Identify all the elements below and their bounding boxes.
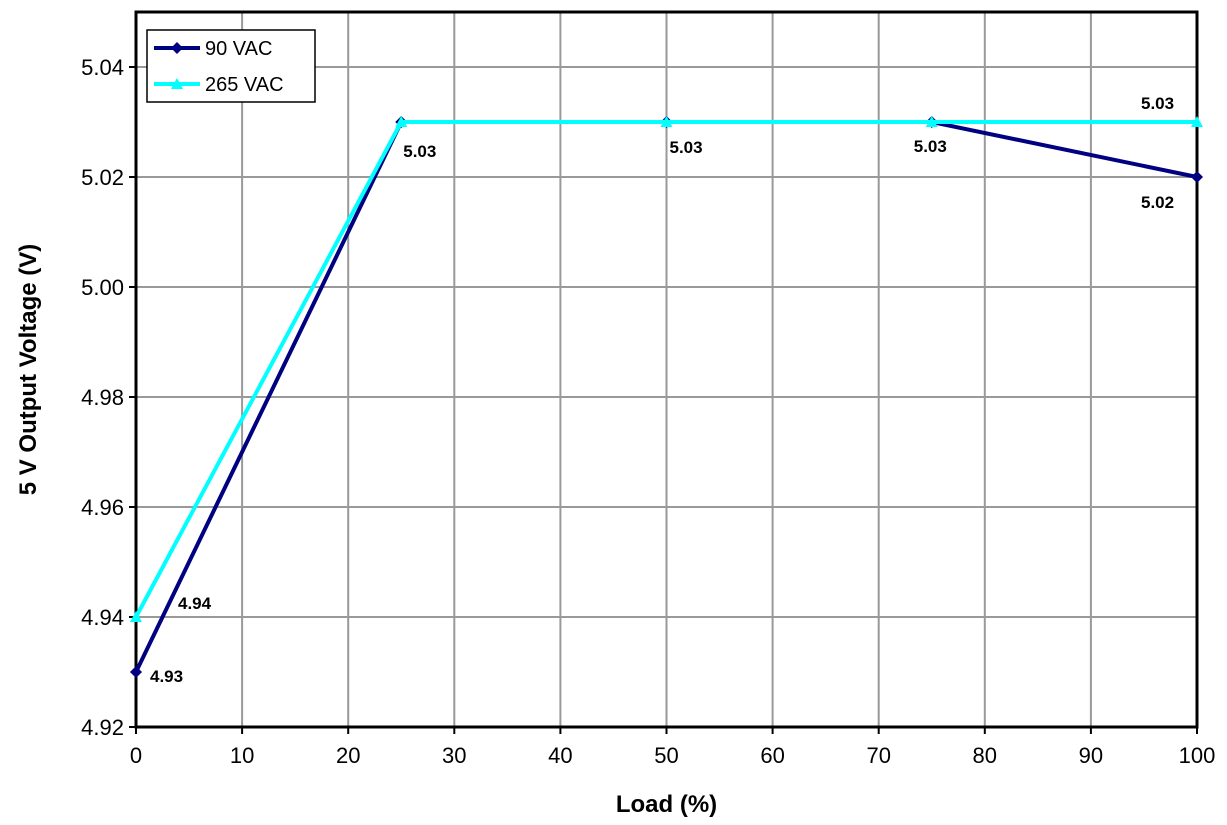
x-tick-label: 60 bbox=[760, 743, 784, 768]
x-tick-label: 20 bbox=[336, 743, 360, 768]
series-1 bbox=[130, 116, 1203, 622]
point-marker-diamond bbox=[171, 42, 183, 54]
y-tick-label: 4.98 bbox=[81, 385, 124, 410]
x-tick-label: 70 bbox=[866, 743, 890, 768]
y-tick-label: 4.96 bbox=[81, 495, 124, 520]
y-tick-label: 5.00 bbox=[81, 275, 124, 300]
legend-box bbox=[146, 29, 316, 103]
x-tick-label: 100 bbox=[1179, 743, 1216, 768]
y-axis-title: 5 V Output Voltage (V) bbox=[15, 244, 42, 496]
series bbox=[130, 116, 1203, 678]
x-tick-label: 30 bbox=[442, 743, 466, 768]
data-label: 5.03 bbox=[670, 138, 703, 157]
x-tick-label: 0 bbox=[130, 743, 142, 768]
point-marker-diamond bbox=[1191, 171, 1203, 183]
y-tick-label: 5.02 bbox=[81, 165, 124, 190]
point-marker-triangle bbox=[660, 116, 673, 127]
point-marker-triangle bbox=[395, 116, 408, 127]
x-tick-label: 10 bbox=[230, 743, 254, 768]
point-marker-triangle bbox=[925, 116, 938, 127]
data-label: 4.93 bbox=[150, 667, 183, 686]
point-marker-diamond bbox=[130, 666, 142, 678]
y-tick-label: 4.94 bbox=[81, 605, 124, 630]
x-tick-label: 90 bbox=[1079, 743, 1103, 768]
x-tick-label: 80 bbox=[973, 743, 997, 768]
legend-label: 265 VAC bbox=[205, 74, 284, 96]
data-label: 5.03 bbox=[403, 142, 436, 161]
x-axis-title: Load (%) bbox=[616, 791, 717, 818]
data-label: 5.03 bbox=[1141, 94, 1174, 113]
point-marker-triangle bbox=[171, 78, 183, 89]
x-tick-label: 40 bbox=[548, 743, 572, 768]
y-tick-label: 4.92 bbox=[81, 715, 124, 740]
data-label: 5.03 bbox=[914, 137, 947, 156]
legend-label: 90 VAC bbox=[205, 38, 272, 60]
data-label: 5.02 bbox=[1141, 193, 1174, 212]
point-marker-triangle bbox=[1191, 116, 1203, 127]
x-tick-label: 50 bbox=[654, 743, 678, 768]
legend: 90 VAC 265 VAC bbox=[146, 29, 316, 103]
y-tick-label: 5.04 bbox=[81, 55, 124, 80]
point-marker-triangle bbox=[130, 611, 142, 622]
data-label: 4.94 bbox=[178, 594, 212, 613]
axes: 0 10 20 30 40 50 60 70 80 90 100 4.92 4.94 4.96 4.98 5.… bbox=[81, 10, 1216, 768]
data-labels: 4.93 5.03 5.03 5.03 5.02 4.94 5.03 bbox=[150, 94, 1174, 686]
